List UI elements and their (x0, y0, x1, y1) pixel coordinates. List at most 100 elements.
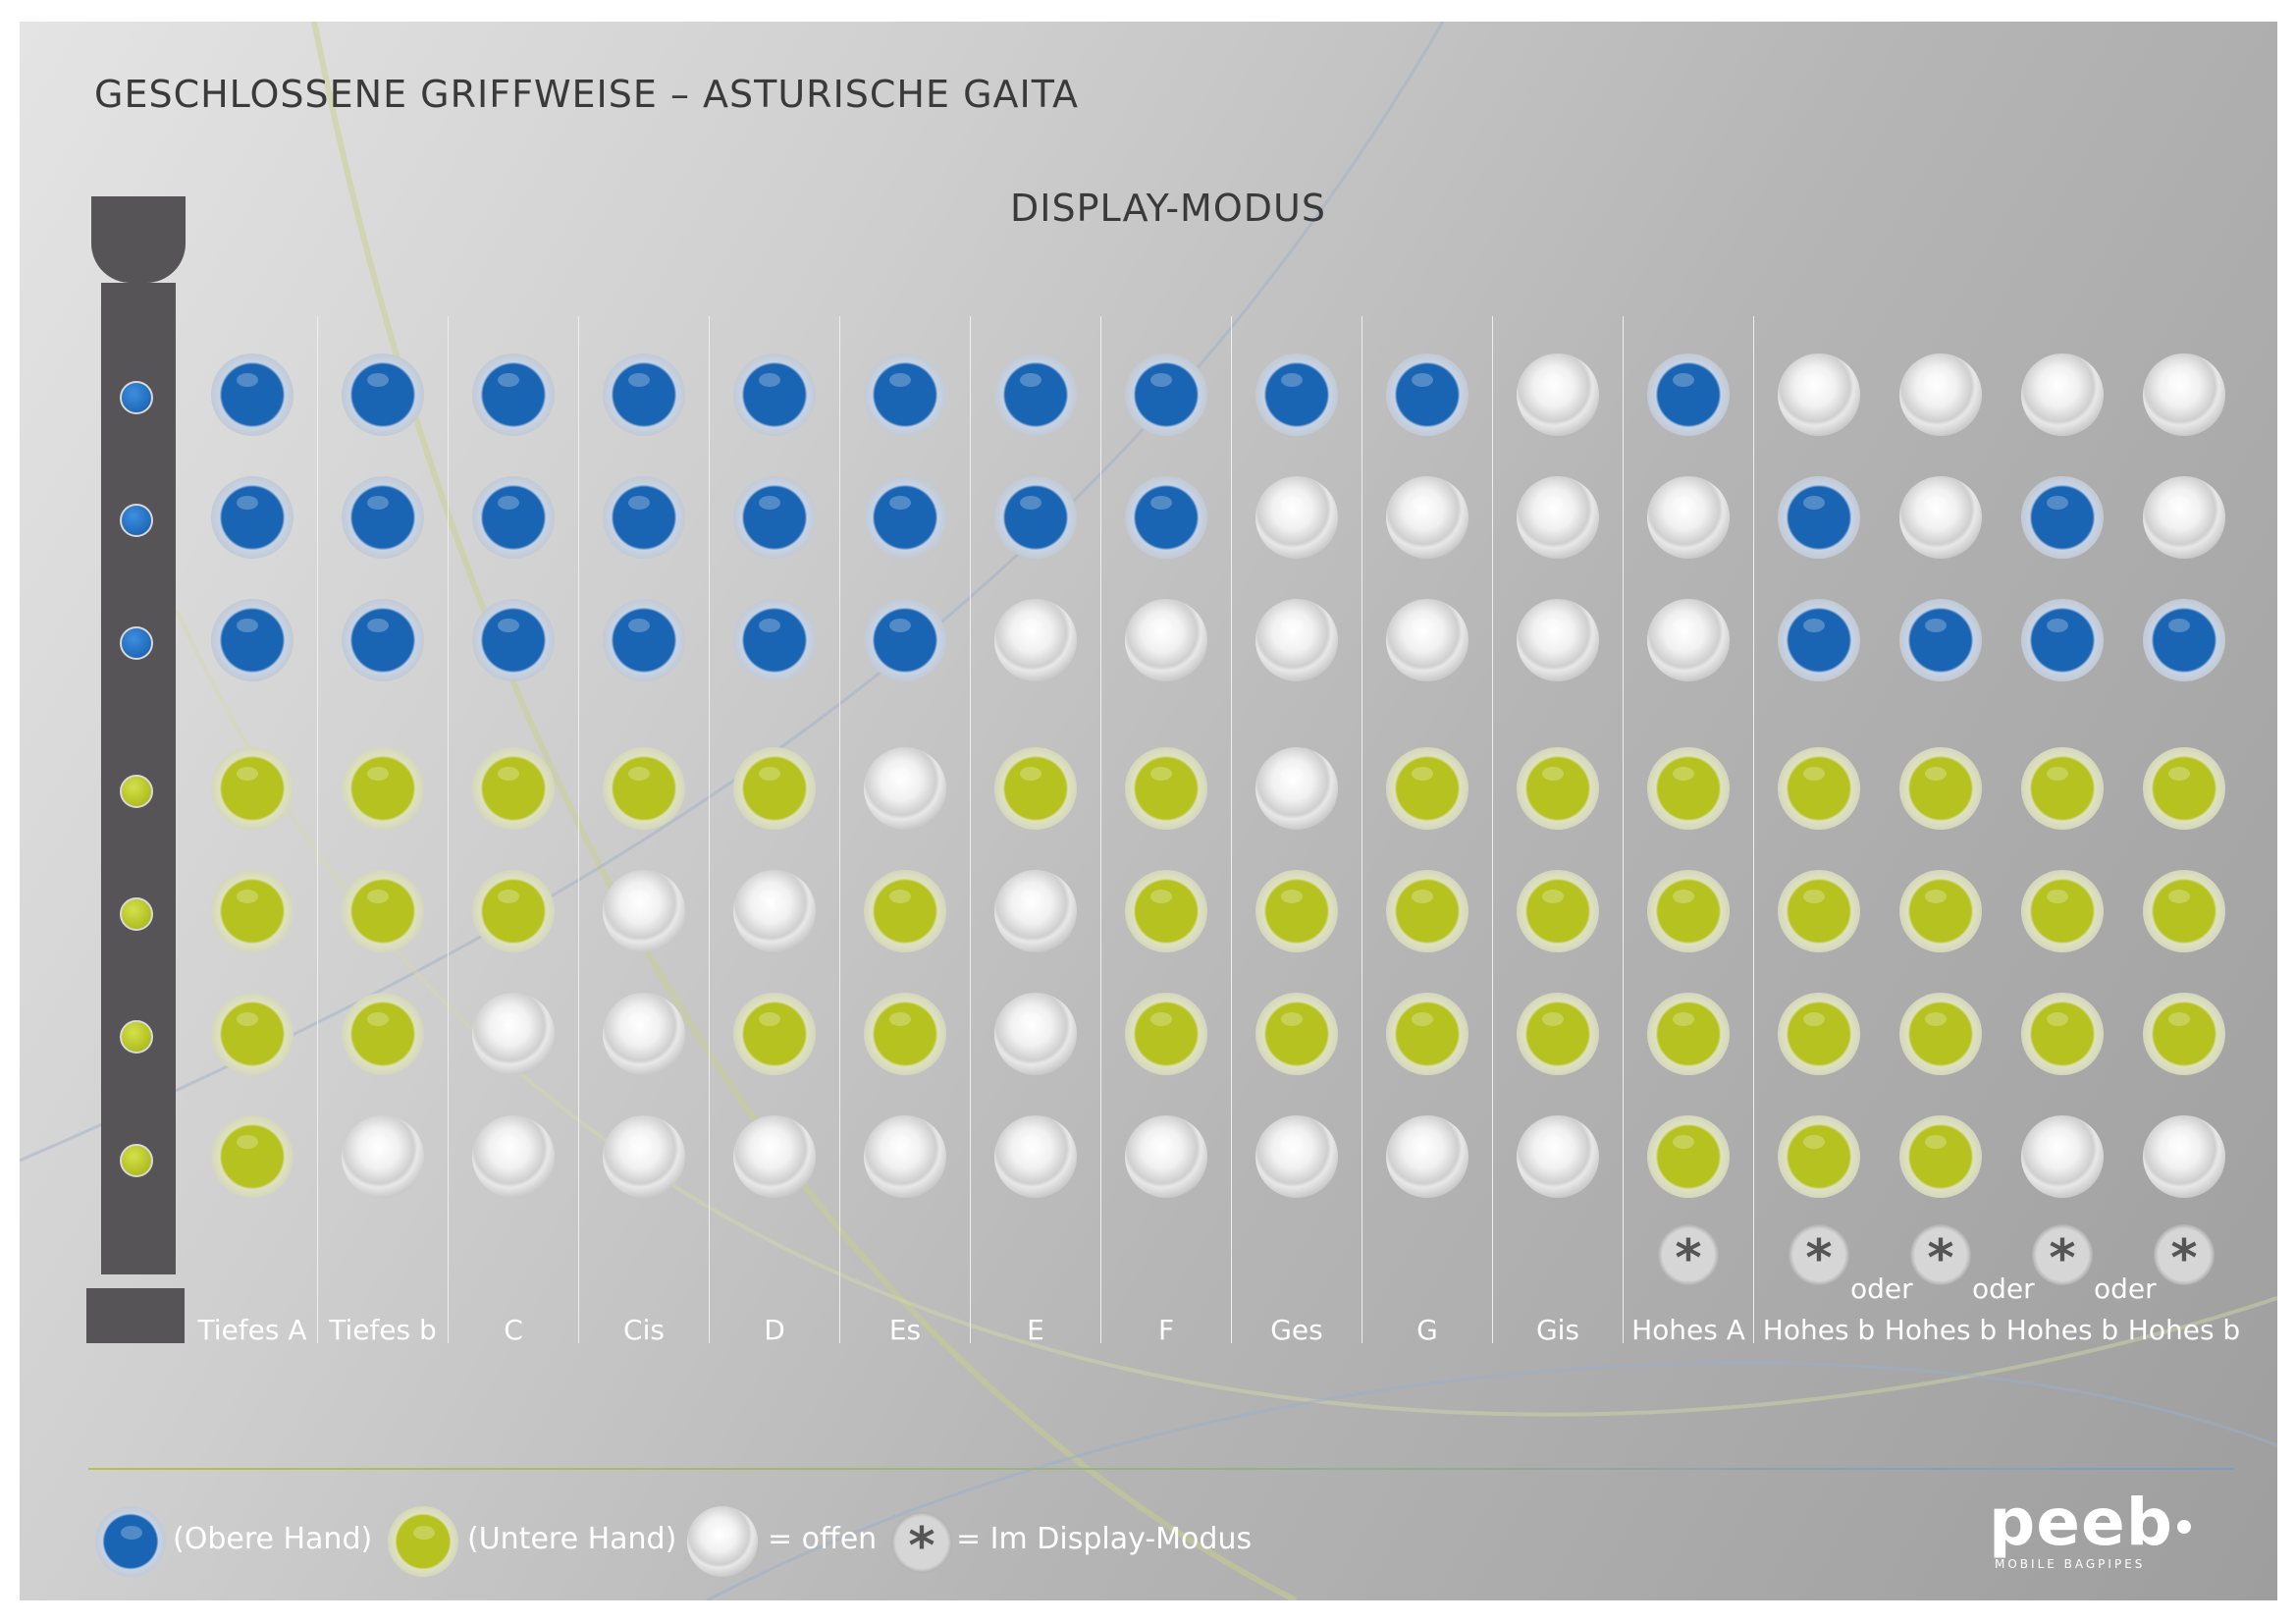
pipe-hole (120, 504, 153, 537)
finger-hole (1899, 870, 1982, 952)
brand-name: peeb (1989, 1485, 2174, 1560)
finger-hole (1899, 599, 1982, 681)
page-title: GESCHLOSSENE GRIFFWEISE – ASTURISCHE GAI… (94, 73, 1080, 116)
finger-hole (1386, 747, 1468, 830)
finger-hole (1125, 870, 1207, 952)
finger-hole (211, 1115, 294, 1198)
finger-hole (2143, 1115, 2225, 1198)
finger-hole (1647, 1115, 1730, 1198)
finger-hole (1778, 870, 1860, 952)
note-label: Cis (623, 1314, 665, 1346)
column-separator (1492, 316, 1493, 1343)
finger-hole (1517, 599, 1599, 681)
finger-hole (1899, 993, 1982, 1075)
finger-hole (1778, 476, 1860, 559)
finger-hole (864, 993, 946, 1075)
finger-hole (1125, 353, 1207, 436)
column-separator (970, 316, 971, 1343)
finger-hole (1778, 747, 1860, 830)
finger-hole (342, 993, 424, 1075)
finger-hole (1647, 476, 1730, 559)
display-mode-star-icon: * (1658, 1224, 1719, 1288)
oder-label: oder (1972, 1272, 2035, 1305)
note-label: Tiefes b (329, 1314, 437, 1346)
legend-open-label: = offen (768, 1522, 878, 1556)
finger-hole (1647, 353, 1730, 436)
finger-hole (733, 476, 816, 559)
mode-title: DISPLAY-MODUS (1010, 187, 1326, 230)
finger-hole (1386, 993, 1468, 1075)
finger-hole (342, 353, 424, 436)
display-mode-star-icon: * (1789, 1224, 1849, 1288)
pipe-hole (120, 1020, 153, 1054)
finger-hole (1386, 870, 1468, 952)
note-label: Hohes b (1884, 1314, 1998, 1346)
finger-hole (1386, 353, 1468, 436)
finger-hole (2143, 353, 2225, 436)
finger-hole (603, 993, 685, 1075)
finger-hole (994, 353, 1077, 436)
finger-hole (603, 476, 685, 559)
finger-hole (342, 747, 424, 830)
pipe-hole (120, 1144, 153, 1177)
finger-hole (1255, 993, 1338, 1075)
oder-label: oder (1850, 1272, 1913, 1305)
finger-hole (1778, 599, 1860, 681)
finger-hole (2143, 993, 2225, 1075)
brand-tagline: MOBILE BAGPIPES (1995, 1557, 2146, 1571)
finger-hole (733, 870, 816, 952)
note-label: Hohes b (2005, 1314, 2119, 1346)
finger-hole (1255, 1115, 1338, 1198)
finger-hole (342, 870, 424, 952)
pipe-base (86, 1288, 185, 1343)
finger-hole (1125, 476, 1207, 559)
note-label: D (764, 1314, 785, 1346)
finger-hole (1778, 993, 1860, 1075)
finger-hole (1778, 1115, 1860, 1198)
finger-hole (2143, 747, 2225, 830)
finger-hole (1255, 599, 1338, 681)
note-label: F (1157, 1314, 1175, 1346)
finger-hole (864, 870, 946, 952)
finger-hole (2021, 870, 2104, 952)
legend-display-label: = Im Display-Modus (956, 1522, 1253, 1556)
legend-open-icon (687, 1506, 758, 1577)
finger-hole (342, 599, 424, 681)
finger-hole (994, 870, 1077, 952)
finger-hole (1517, 747, 1599, 830)
finger-hole (1125, 993, 1207, 1075)
finger-hole (2021, 599, 2104, 681)
finger-hole (472, 1115, 555, 1198)
finger-hole (864, 476, 946, 559)
finger-hole (733, 1115, 816, 1198)
column-separator (1753, 316, 1754, 1343)
finger-hole (1517, 870, 1599, 952)
finger-hole (1899, 476, 1982, 559)
finger-hole (211, 476, 294, 559)
finger-hole (603, 599, 685, 681)
finger-hole (1899, 747, 1982, 830)
finger-hole (603, 1115, 685, 1198)
finger-hole (1647, 599, 1730, 681)
note-label: Hohes b (1762, 1314, 1876, 1346)
note-label: Es (888, 1314, 922, 1346)
finger-hole (1647, 870, 1730, 952)
note-label: Gis (1535, 1314, 1580, 1346)
pipe-hole (120, 626, 153, 660)
finger-hole (864, 1115, 946, 1198)
chart-panel: GESCHLOSSENE GRIFFWEISE – ASTURISCHE GAI… (20, 22, 2277, 1600)
finger-hole (864, 599, 946, 681)
oder-label: oder (2094, 1272, 2157, 1305)
finger-hole (2143, 870, 2225, 952)
legend-display-star-icon: * (891, 1512, 952, 1576)
finger-hole (472, 870, 555, 952)
finger-hole (1255, 353, 1338, 436)
finger-hole (1899, 1115, 1982, 1198)
finger-hole (2021, 747, 2104, 830)
note-label: Hohes A (1631, 1314, 1745, 1346)
finger-hole (733, 353, 816, 436)
finger-hole (603, 747, 685, 830)
finger-hole (994, 747, 1077, 830)
legend-upper-label: (Obere Hand) (173, 1522, 373, 1556)
finger-hole (603, 353, 685, 436)
